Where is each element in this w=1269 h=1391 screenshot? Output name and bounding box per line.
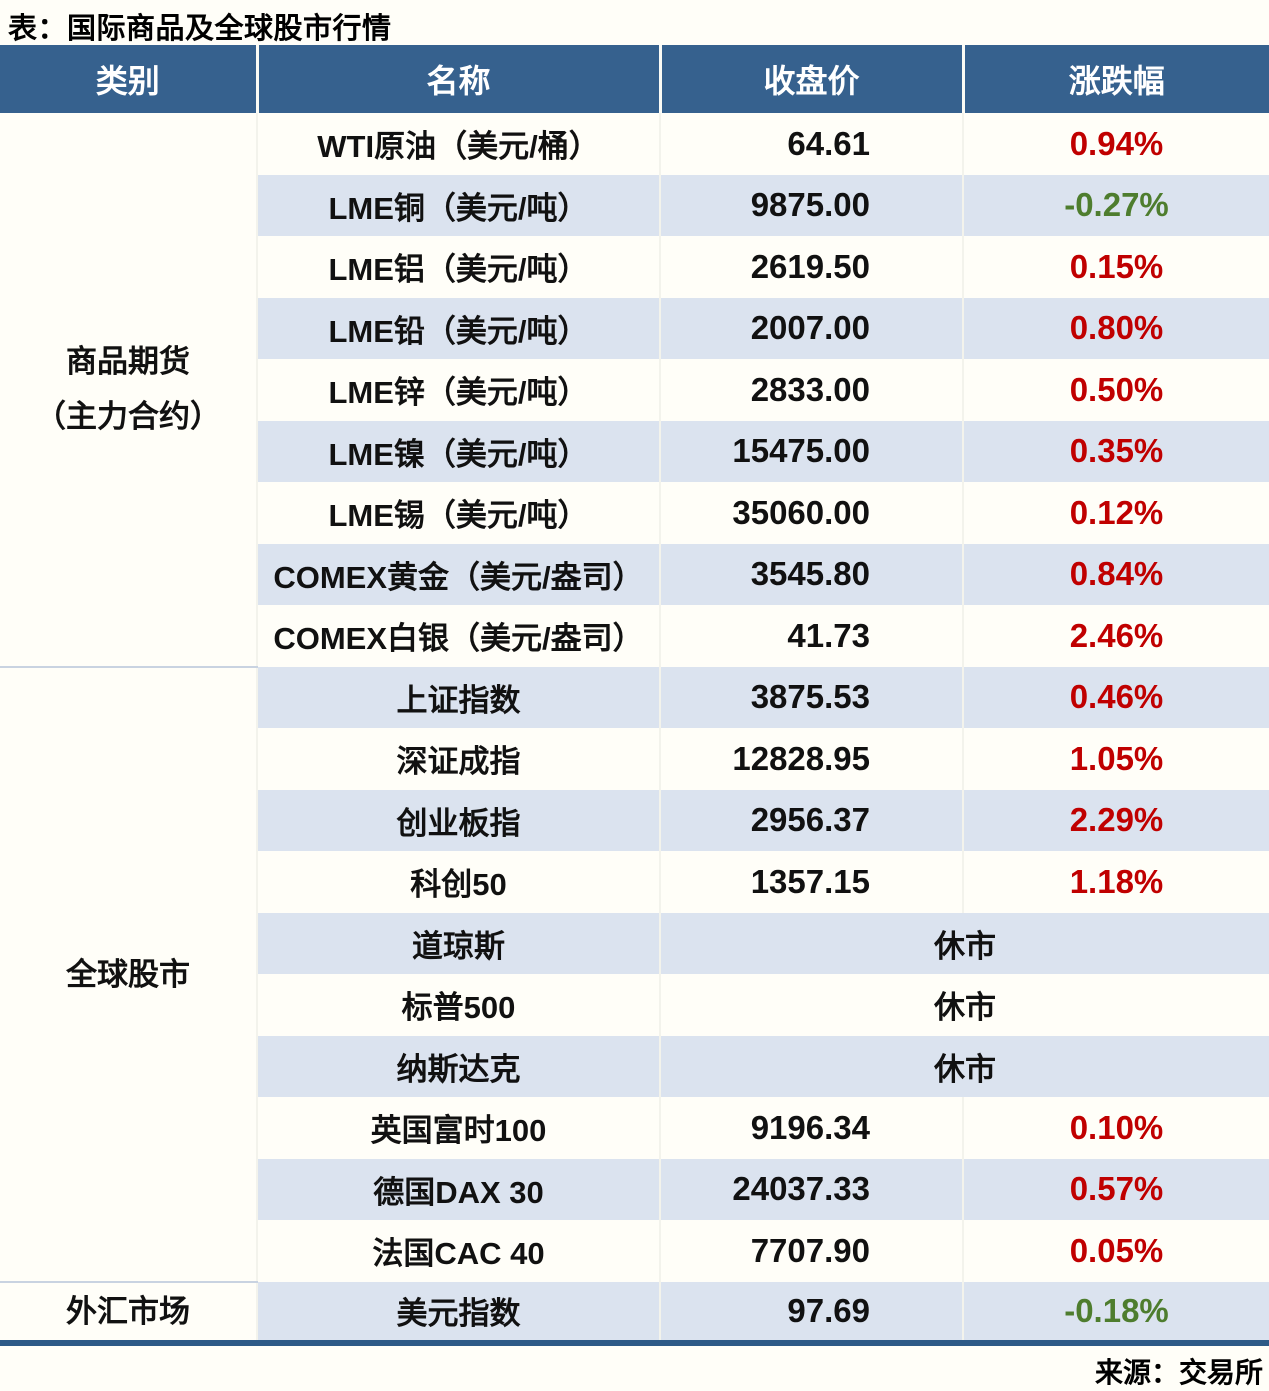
close-cell: 12828.95 [660,728,964,790]
change-cell: 2.29% [1069,801,1164,839]
name-cell: 深证成指 [257,728,661,790]
name-cell: 法国CAC 40 [257,1220,661,1282]
change-cell: 0.12% [1069,493,1164,531]
change-cell: 0.80% [1069,309,1164,347]
name-cell: 德国DAX 30 [257,1158,661,1220]
close-cell: 2833.00 [660,359,964,421]
name-cell: 科创50 [257,851,661,913]
category-cell-fx-market: 外汇市场 [0,1281,258,1343]
column-header-category: 类别 [0,45,259,113]
category-cell-global-stocks: 全球股市 [0,666,258,1283]
table-row: LME铜（美元/吨） 9875.00 -0.27% [0,174,1269,236]
close-cell: 97.69 [660,1281,964,1343]
close-cell: 3545.80 [660,543,964,605]
category-label: 全球股市 [66,956,190,992]
change-cell: -0.27% [1064,186,1169,224]
close-cell: 1357.15 [660,851,964,913]
market-closed-cell: 休市 [934,990,996,1026]
column-header-close: 收盘价 [660,45,965,113]
category-label: 外汇市场 [66,1293,190,1329]
name-cell: 标普500 [257,974,661,1036]
close-cell: 9875.00 [660,174,964,236]
name-cell: LME锡（美元/吨） [257,482,661,544]
close-cell: 64.61 [660,113,964,175]
change-cell: 0.15% [1069,247,1164,285]
name-cell: WTI原油（美元/桶） [257,113,661,175]
close-cell: 41.73 [660,605,964,667]
name-cell: 创业板指 [257,789,661,851]
table-row: LME铝（美元/吨） 2619.50 0.15% [0,236,1269,298]
close-cell: 15475.00 [660,420,964,482]
market-closed-cell: 休市 [934,1051,996,1087]
category-label: （主力合约） [35,399,221,435]
name-cell: LME铜（美元/吨） [257,174,661,236]
category-label: 商品期货 [66,344,190,380]
source-label: 来源：交易所 [1094,1357,1263,1388]
close-cell: 2007.00 [660,297,964,359]
change-cell: 1.18% [1069,862,1164,900]
change-cell: 1.05% [1069,739,1164,777]
close-cell: 9196.34 [660,1097,964,1159]
name-cell: LME镍（美元/吨） [257,420,661,482]
close-cell: 35060.00 [660,482,964,544]
close-cell: 3875.53 [660,666,964,728]
market-closed-cell: 休市 [934,928,996,964]
change-cell: 0.35% [1069,432,1164,470]
change-cell: 0.57% [1069,1170,1164,1208]
market-table: 类别 名称 收盘价 涨跌幅 商品期货 （主力合约） WTI原油（美元/桶） 64… [0,45,1269,1346]
name-cell: 上证指数 [257,666,661,728]
close-cell: 24037.33 [660,1158,964,1220]
change-cell: -0.18% [1064,1291,1169,1329]
table-row: 商品期货 （主力合约） WTI原油（美元/桶） 64.61 0.94% [0,113,1269,668]
close-cell: 7707.90 [660,1220,964,1282]
name-cell: 纳斯达克 [257,1035,661,1097]
close-cell: 2619.50 [660,236,964,298]
category-cell-commodity-futures: 商品期货 （主力合约） [0,113,258,668]
name-cell: LME铝（美元/吨） [257,236,661,298]
name-cell: 英国富时100 [257,1097,661,1159]
name-cell: COMEX黄金（美元/盎司） [257,543,661,605]
change-cell: 0.46% [1069,678,1164,716]
close-cell: 2956.37 [660,789,964,851]
change-cell: 2.46% [1069,616,1164,654]
table-row: 外汇市场 美元指数 97.69 -0.18% [0,1281,1269,1343]
change-cell: 0.05% [1069,1231,1164,1269]
table-row: 全球股市 上证指数 3875.53 0.46% [0,666,1269,1283]
name-cell: LME锌（美元/吨） [257,359,661,421]
change-cell: 0.94% [1069,124,1164,162]
change-cell: 0.50% [1069,370,1164,408]
name-cell: LME铅（美元/吨） [257,297,661,359]
name-cell: 道琼斯 [257,912,661,974]
name-cell: 美元指数 [257,1281,661,1343]
change-cell: 0.84% [1069,555,1164,593]
name-cell: COMEX白银（美元/盎司） [257,605,661,667]
column-header-name: 名称 [257,45,662,113]
header-row: 类别 名称 收盘价 涨跌幅 [0,45,1269,113]
table-title: 表：国际商品及全球股市行情 [8,13,392,45]
change-cell: 0.10% [1069,1108,1164,1146]
column-header-change: 涨跌幅 [963,45,1269,113]
